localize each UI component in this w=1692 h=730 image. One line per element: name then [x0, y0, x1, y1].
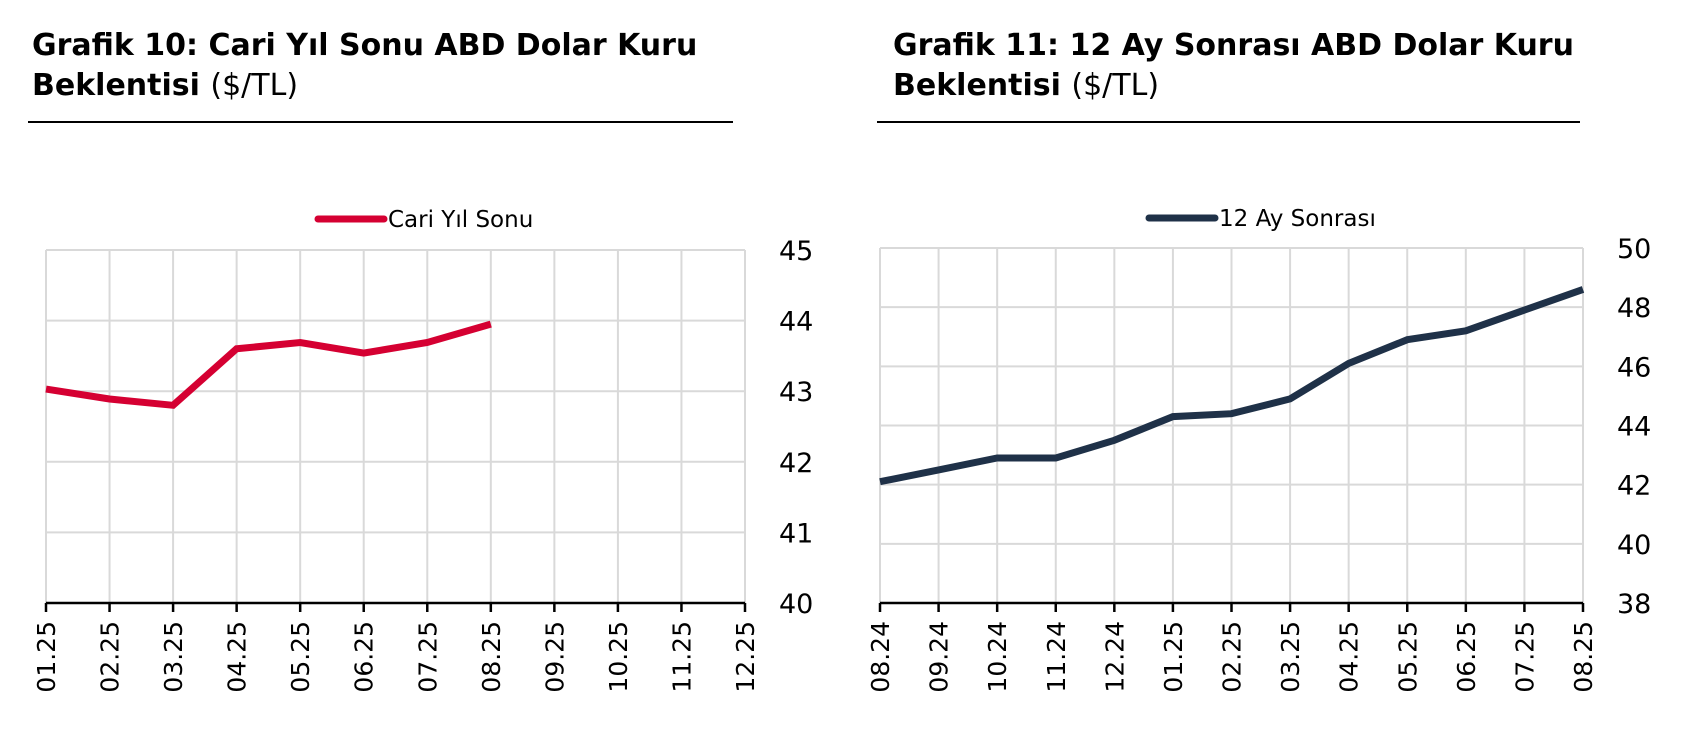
x-tick-label: 12.25	[731, 621, 760, 693]
x-tick-label: 09.25	[540, 621, 569, 693]
x-tick-label: 03.25	[159, 621, 188, 693]
x-tick-label: 08.24	[866, 621, 895, 693]
y-tick-label: 38	[1617, 589, 1651, 620]
y-tick-label: 48	[1617, 293, 1651, 324]
series-line	[879, 286, 1585, 486]
x-tick-label: 11.24	[1042, 621, 1071, 693]
x-tick-label: 10.24	[983, 621, 1012, 693]
chart-title-text: Grafik 11: 12 Ay Sonrası ABD Dolar Kuru …	[893, 28, 1574, 103]
x-tick-label: 11.25	[667, 621, 696, 693]
x-tick-label: 08.25	[1569, 621, 1598, 693]
x-tick-label: 08.25	[477, 621, 506, 693]
x-tick-label: 04.25	[223, 621, 252, 693]
chart-2: 38 40 42 44 46 48 50 08.24 09.24 10.24 11.24 12.24 0…	[866, 206, 1651, 693]
chart-title: Grafik 11: 12 Ay Sonrası ABD Dolar Kuru …	[893, 26, 1593, 106]
x-tick-label: 06.25	[1452, 621, 1481, 693]
y-tick-label: 50	[1617, 234, 1651, 265]
x-tick-label: 12.24	[1100, 621, 1129, 693]
legend-label: Cari Yıl Sonu	[388, 207, 533, 233]
x-tick-label: 07.25	[1510, 621, 1539, 693]
chart-title-unit: ($/TL)	[1071, 68, 1160, 103]
chart-title: Grafik 10: Cari Yıl Sonu ABD Dolar Kuru …	[32, 26, 722, 106]
chart-title-unit: ($/TL)	[210, 68, 299, 103]
y-tick-label: 44	[779, 307, 813, 338]
x-tick-label: 01.25	[32, 621, 61, 693]
x-tick-label: 03.25	[1276, 621, 1305, 693]
y-tick-label: 41	[779, 518, 813, 549]
legend-label: 12 Ay Sonrası	[1219, 206, 1376, 232]
series-line	[45, 320, 492, 409]
x-tick-label: 05.25	[286, 621, 315, 693]
title-rule	[877, 121, 1580, 123]
x-tick-label: 01.25	[1159, 621, 1188, 693]
title-rule	[28, 121, 733, 123]
y-tick-label: 42	[779, 448, 813, 479]
x-tick-label: 02.25	[1218, 621, 1247, 693]
y-tick-label: 40	[779, 589, 813, 620]
chart-title-text: Grafik 10: Cari Yıl Sonu ABD Dolar Kuru …	[32, 28, 698, 103]
y-tick-label: 40	[1617, 530, 1651, 561]
y-tick-label: 42	[1617, 471, 1651, 502]
x-tick-label: 09.24	[925, 621, 954, 693]
y-tick-label: 43	[779, 377, 813, 408]
y-tick-label: 44	[1617, 412, 1651, 443]
x-tick-label: 10.25	[604, 621, 633, 693]
x-tick-label: 07.25	[413, 621, 442, 693]
y-tick-label: 45	[779, 236, 813, 267]
chart-1: 40 41 42 43 44 45 01.25 02.25 03.25 04.25 05.25 06.…	[32, 207, 813, 693]
x-tick-label: 04.25	[1335, 621, 1364, 693]
y-tick-label: 46	[1617, 352, 1651, 383]
x-tick-label: 02.25	[96, 621, 125, 693]
x-tick-label: 06.25	[350, 621, 379, 693]
x-tick-label: 05.25	[1393, 621, 1422, 693]
